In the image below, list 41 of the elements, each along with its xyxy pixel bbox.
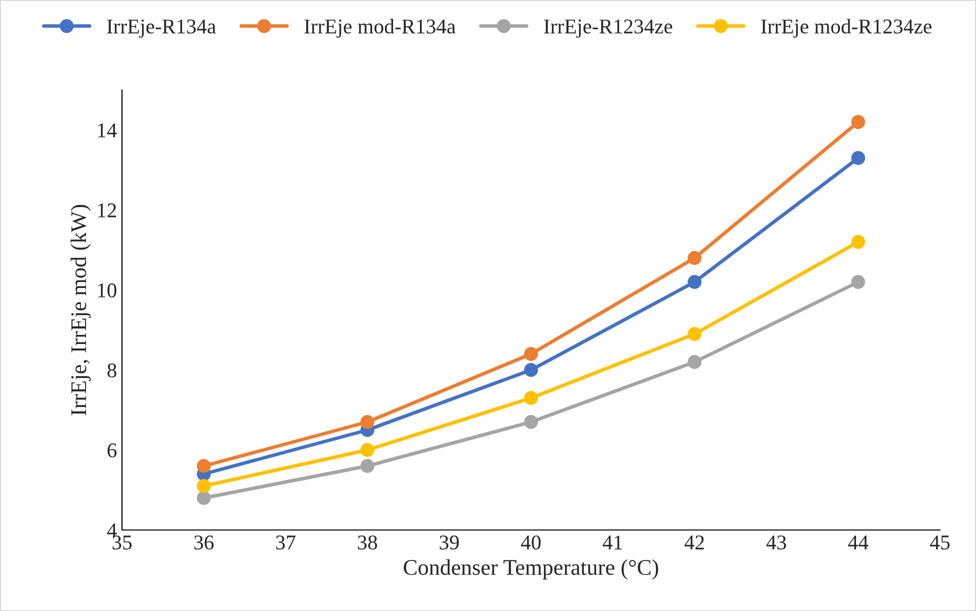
legend-label: IrrEje-R134a [107,20,216,38]
y-tick-label: 4 [107,524,117,538]
x-axis-title: Condenser Temperature (°C) [404,559,658,580]
point [688,275,702,289]
y-tick-label: 12 [98,203,116,218]
x-tick-label: 44 [848,536,868,550]
y-axis-title: IrrEje, IrrEje mod (kW) [70,204,91,416]
x-tick-label: 40 [520,535,541,550]
point [524,415,538,429]
legend-label: IrrEje mod-R1234ze [761,18,932,38]
point [360,443,374,457]
legend-label: IrrEje mod-R134a [304,18,456,38]
point [196,459,211,473]
point [196,479,211,493]
y-tick-label: 14 [98,123,117,138]
point [360,459,374,473]
x-tick-label: 35 [112,536,132,550]
point [851,115,866,129]
point [524,391,538,405]
point [851,151,866,165]
x-tick-label: 37 [276,536,296,550]
point [851,275,866,289]
y-tick-label: 8 [108,363,116,378]
x-tick-label: 39 [440,536,459,550]
x-tick-label: 45 [930,536,950,550]
point [524,347,538,361]
y-tick-label: 6 [108,443,117,458]
x-tick-label: 41 [602,536,622,550]
point [688,327,702,341]
x-tick-label: 42 [684,536,704,550]
point [688,355,702,369]
point [196,491,211,505]
point [360,415,374,429]
x-tick-label: 36 [194,536,214,550]
legend-label: IrrEje-R1234ze [544,20,672,38]
x-tick-label: 38 [358,535,378,550]
x-tick-label: 43 [766,536,786,550]
point [524,363,538,377]
y-tick-label: 10 [98,283,116,298]
point [688,251,702,265]
point [851,235,866,249]
